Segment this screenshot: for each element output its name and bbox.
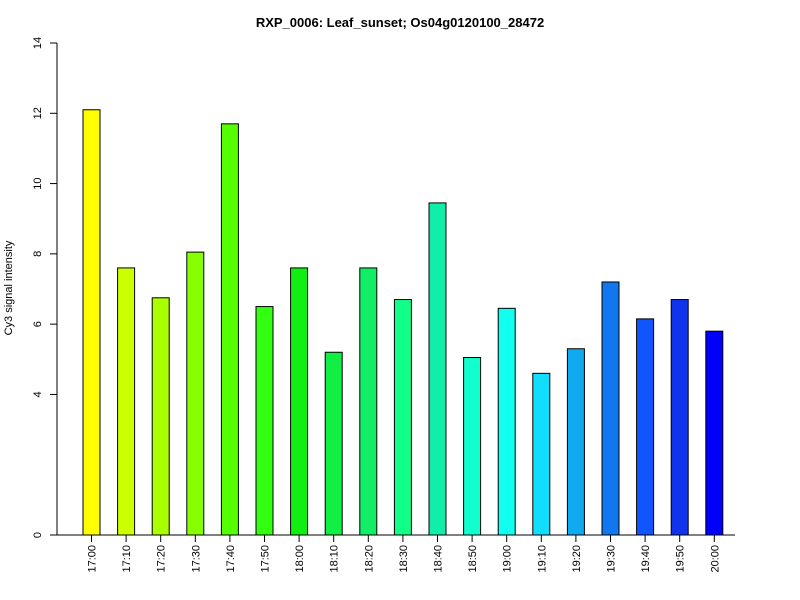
y-tick-label: 12 [32,107,44,119]
x-tick-label: 18:30 [398,545,410,573]
bar-1740 [220,123,239,536]
x-tick-label: 17:40 [225,545,237,573]
x-tick-label: 20:00 [709,545,721,573]
x-tick-label: 19:30 [606,545,618,573]
bar-1720 [151,297,170,536]
x-tick-label: 17:30 [190,545,202,573]
y-tick-label: 0 [32,532,44,538]
x-tick-label: 19:20 [571,545,583,573]
bar-1800 [290,267,309,536]
x-tick-label: 18:20 [363,545,375,573]
y-axis-title: Cy3 signal intensity [3,240,15,335]
y-tick-label: 6 [32,321,44,327]
x-tick-label: 17:00 [87,545,99,573]
bar-1820 [359,267,378,536]
bar-1850 [463,357,482,536]
bar-1700 [82,109,101,536]
y-tick-label: 8 [32,251,44,257]
bar-1910 [532,372,551,536]
bar-1730 [186,251,205,536]
y-tick-label: 4 [32,391,44,397]
bar-1840 [428,202,447,536]
x-tick-label: 18:50 [467,545,479,573]
x-tick-label: 18:10 [329,545,341,573]
bar-1900 [497,307,516,536]
bar-1950 [670,299,689,536]
x-tick-label: 18:40 [433,545,445,573]
x-tick-label: 17:50 [260,545,272,573]
bar-1810 [324,351,343,536]
x-tick-label: 19:40 [640,545,652,573]
bar-1940 [636,318,655,536]
bar-1710 [117,267,136,536]
x-tick-label: 18:00 [294,545,306,573]
bar-1930 [601,281,620,536]
y-axis-ticks: 0 4 6 8 10 12 14 [32,37,57,538]
chart-title: RXP_0006: Leaf_sunset; Os04g0120100_2847… [256,15,544,30]
y-tick-label: 14 [32,37,44,49]
x-tick-label: 17:10 [121,545,133,573]
x-axis-labels: 17:00 17:10 17:20 17:30 17:40 17:50 18:00 18:10… [87,535,721,573]
bars [82,109,724,536]
bar-1830 [393,299,412,536]
y-tick-label: 10 [32,177,44,189]
bar-1920 [566,348,585,536]
x-tick-label: 19:10 [536,545,548,573]
x-tick-label: 19:50 [675,545,687,573]
bar-2000 [705,330,724,536]
bar-1750 [255,306,274,536]
x-tick-label: 19:00 [502,545,514,573]
x-tick-label: 17:20 [156,545,168,573]
